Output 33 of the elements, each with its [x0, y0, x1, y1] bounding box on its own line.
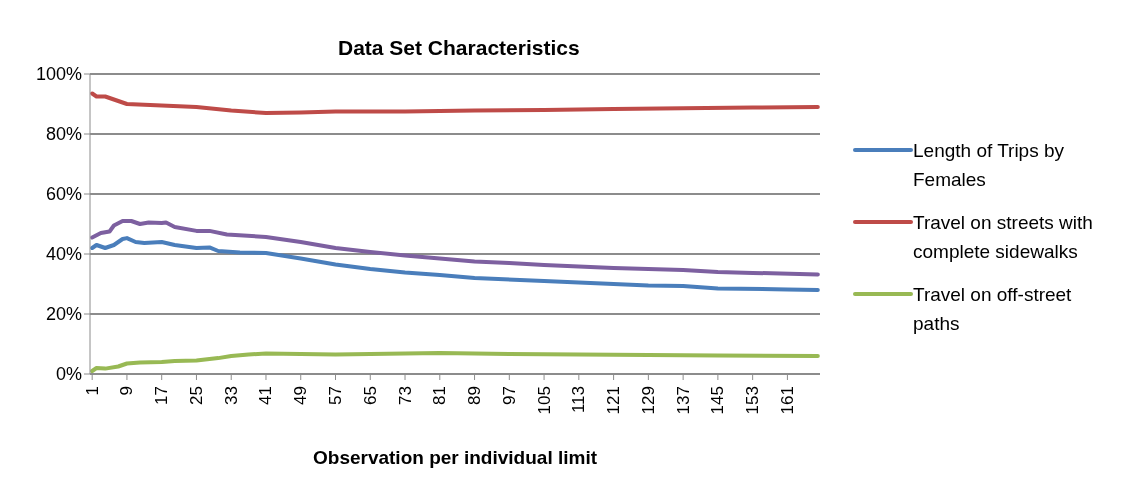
line-series [90, 91, 820, 115]
x-tick-label: 17 [152, 386, 172, 405]
x-axis-title: Observation per individual limit [313, 447, 598, 468]
x-tick-label: 9 [117, 386, 137, 396]
x-tick-label: 81 [430, 386, 450, 405]
chart-title: Data Set Characteristics [338, 36, 580, 60]
y-tick-label: 20% [45, 304, 82, 325]
legend-label: Travel on off-street paths [913, 283, 1073, 336]
x-tick-label: 65 [360, 386, 380, 405]
y-tick-label: 40% [45, 244, 82, 265]
x-tick-label: 161 [777, 386, 797, 415]
x-tick-label: 49 [291, 386, 311, 405]
x-tick-label: 129 [638, 386, 658, 415]
x-tick-label: 33 [221, 386, 241, 405]
y-tick-label: 60% [45, 184, 82, 205]
x-tick-label: 97 [499, 386, 519, 405]
x-tick-label: 113 [569, 386, 589, 414]
legend-label: Travel on streets with complete sidewalks [913, 211, 1094, 264]
x-tick-label: 57 [326, 386, 346, 405]
x-tick-label: 121 [604, 386, 624, 415]
y-tick-label: 100% [35, 64, 82, 85]
legend-label: Length of Trips by Females [913, 139, 1066, 192]
x-tick-label: 145 [708, 386, 728, 415]
x-tick-label: 73 [395, 386, 415, 405]
x-tick-label: 89 [465, 386, 485, 405]
x-tick-label: 105 [534, 386, 554, 415]
x-tick-label: 1 [82, 386, 102, 396]
x-tick-label: 153 [743, 386, 763, 415]
x-tick-label: 25 [186, 386, 206, 405]
x-tick-label: 41 [256, 386, 276, 405]
x-tick-label: 137 [673, 386, 693, 415]
y-tick-label: 80% [45, 124, 82, 145]
y-tick-label: 0% [55, 364, 82, 385]
